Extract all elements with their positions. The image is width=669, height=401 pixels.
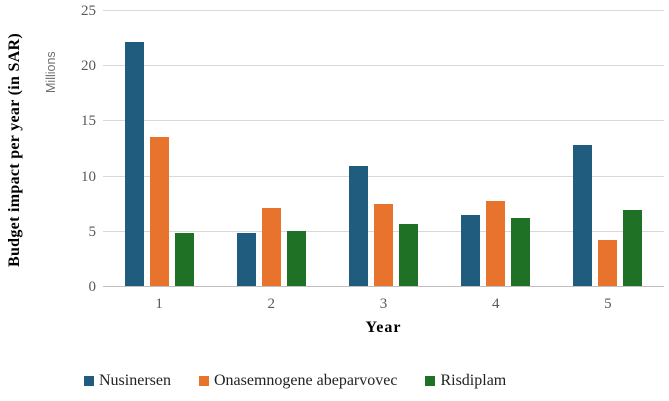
legend-swatch-icon [198,376,209,386]
chart-legend: Nusinersen Onasemnogene abeparvovec Risdip… [84,371,669,391]
x-tick-label-2: 2 [267,296,276,312]
legend-swatch-icon [425,376,436,386]
gridline-y15 [103,120,664,122]
x-tick-label-3: 3 [379,296,388,312]
legend-swatch-icon [84,376,94,386]
y-axis-title: Budget impact per year (in SAR) [6,32,23,268]
x-axis-line [103,286,664,287]
legend-label: Onasemnogene abeparvovec [213,372,398,389]
bar-series2-year3 [374,204,393,286]
bar-series3-year4 [511,217,531,286]
legend-label: Risdiplam [440,372,507,389]
bar-series1-year4 [461,215,481,286]
bar-series3-year1 [174,233,194,286]
bar-series1-year2 [236,233,256,286]
y-tick-label-15: 15 [81,113,96,130]
plot-area [103,10,664,287]
legend-item-3: Risdiplam [425,371,506,391]
bar-series2-year4 [486,201,506,286]
legend-item-1: Nusinersen [84,371,171,391]
x-tick-label-5: 5 [604,296,612,312]
y-tick-label-25: 25 [81,3,96,19]
bar-series3-year5 [623,209,643,286]
bar-series1-year5 [573,144,593,286]
bar-series1-year3 [349,165,368,286]
bar-series3-year2 [286,230,306,286]
x-tick-label-1: 1 [155,296,163,312]
bar-series3-year3 [399,224,418,286]
y-tick-label-20: 20 [81,58,96,75]
y-tick-label-10: 10 [81,168,96,185]
bar-series2-year2 [261,207,281,286]
gridline-y20 [103,65,664,67]
gridline-y25 [103,10,664,11]
gridline-y10 [103,175,664,177]
bar-series2-year1 [149,136,169,286]
bar-series2-year5 [598,239,618,286]
x-axis-title: Year [365,319,402,336]
y-axis-units-label: Millions [44,51,58,93]
y-tick-label-0: 0 [88,279,97,295]
x-tick-label-4: 4 [491,296,500,312]
bar-series1-year1 [124,42,144,286]
legend-item-2: Onasemnogene abeparvovec [198,371,398,391]
legend-label: Nusinersen [99,372,171,389]
y-tick-label-5: 5 [88,223,97,240]
